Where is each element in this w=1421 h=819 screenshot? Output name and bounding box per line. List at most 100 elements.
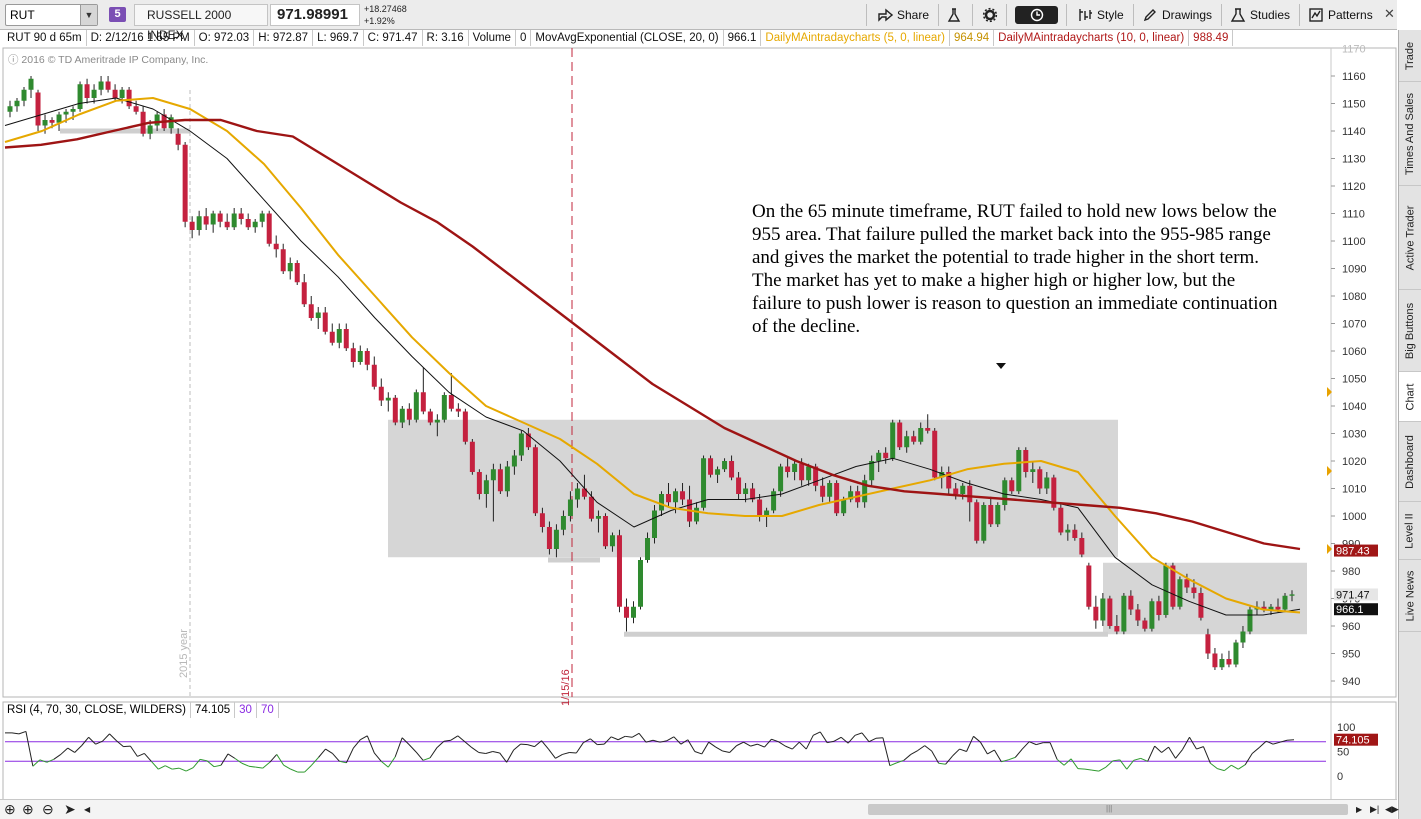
lab-button[interactable] — [946, 4, 962, 26]
scrollbar-grip-icon[interactable]: ||| — [1106, 804, 1113, 813]
price-chart[interactable]: 2015 year 1/15/16 1160 1150 1140 1130 1120 1110… — [0, 30, 1397, 799]
last-price-badge: 971.47 — [1336, 589, 1370, 601]
range-box — [1103, 562, 1307, 635]
candle-body — [371, 364, 377, 387]
candle-body — [77, 84, 83, 109]
price-axis-label: 1100 — [1342, 236, 1366, 248]
candle-body — [841, 499, 847, 514]
rsi-line-segment — [736, 741, 744, 747]
rsi-study-label[interactable]: RSI (4, 70, 30, CLOSE, WILDERS) — [3, 702, 191, 718]
candle-body — [1156, 601, 1162, 615]
close-icon[interactable]: ✕ — [1384, 6, 1395, 21]
zoom-out-icon[interactable]: ⊖ — [42, 801, 54, 817]
candle-body — [1058, 507, 1064, 533]
expand-both-icon[interactable]: ◀▶ — [1385, 804, 1399, 814]
rsi-axis-label: 50 — [1337, 747, 1349, 759]
rsi-line-segment — [311, 757, 319, 766]
symbol-value: RUT — [10, 8, 35, 22]
rsi-line-segment — [178, 767, 187, 772]
rsi-line-segment — [11, 732, 20, 735]
candle-body — [644, 538, 650, 560]
rsi-study-value: 74.105 — [191, 702, 236, 718]
patterns-button[interactable]: Patterns — [1308, 4, 1373, 26]
clock-icon — [1030, 8, 1043, 22]
side-tab-live-news[interactable]: Live News — [1399, 560, 1421, 632]
date-marker-label: 1/15/16 — [560, 669, 572, 706]
time-scrollbar-thumb[interactable] — [868, 804, 1348, 815]
side-tab-times-and-sales[interactable]: Times And Sales — [1399, 82, 1421, 186]
rsi-line-segment — [917, 745, 926, 751]
candle-body — [301, 282, 307, 305]
rsi-line-segment — [1098, 766, 1107, 772]
side-tab-chart[interactable]: Chart — [1399, 372, 1421, 422]
rsi-line-segment — [980, 741, 988, 755]
side-tab-label: Chart — [1404, 383, 1416, 410]
symbol-input[interactable]: RUT ▼ — [5, 4, 98, 26]
rsi-line-segment — [1105, 760, 1114, 768]
expand-right-icon[interactable]: ▶| — [1370, 804, 1380, 814]
candle-body — [343, 329, 349, 349]
rsi-line-segment — [339, 760, 347, 764]
studies-label: Studies — [1250, 8, 1291, 22]
rsi-line-segment — [513, 743, 521, 751]
settings-button[interactable] — [982, 4, 998, 26]
candle-body — [294, 263, 300, 283]
rsi-line-segment — [589, 738, 598, 746]
studies-button[interactable]: Studies — [1230, 4, 1290, 26]
ma5-study-label[interactable]: DailyMAintradaycharts (5, 0, linear) — [761, 30, 950, 46]
rsi-line-segment — [541, 740, 549, 750]
candle-body — [427, 411, 433, 423]
candle-body — [1240, 631, 1246, 643]
rsi-line-segment — [360, 735, 368, 741]
side-tab-level-ii[interactable]: Level II — [1399, 502, 1421, 560]
daily-ma-10-line — [4, 118, 1301, 551]
time-frame-button[interactable] — [1015, 6, 1058, 24]
rsi-line-segment — [910, 750, 918, 755]
candle-body — [1023, 450, 1029, 472]
side-tab-active-trader[interactable]: Active Trader — [1399, 186, 1421, 290]
rsi-line-segment — [325, 748, 333, 754]
rsi-line-segment — [840, 736, 849, 744]
candle-body — [14, 100, 20, 107]
rsi-line-segment — [88, 736, 96, 745]
rsi-line-segment — [1126, 760, 1135, 770]
rsi-line-segment — [464, 741, 473, 748]
drawings-button[interactable]: Drawings — [1142, 4, 1212, 26]
zoom-in-icon[interactable]: ⊕ — [22, 801, 34, 817]
annotation-pointer-icon — [996, 363, 1006, 369]
instrument-name: RUSSELL 2000 INDEX — [134, 4, 268, 42]
candle-body — [147, 125, 153, 134]
axis-marker-icon — [1327, 466, 1332, 476]
candle-body — [406, 408, 412, 420]
symbol-dropdown-icon[interactable]: ▼ — [80, 5, 97, 25]
chart-annotation-text[interactable]: On the 65 minute timeframe, RUT failed t… — [752, 201, 1278, 337]
rsi-line-segment — [827, 740, 835, 744]
candle-body — [42, 120, 48, 126]
crosshair-icon[interactable]: ⊕ — [4, 801, 16, 817]
candle-body — [827, 483, 833, 497]
rsi-line-segment — [680, 739, 689, 745]
copyright-notice: ⓘ 2016 © TD Ameritrade IP Company, Inc. — [8, 54, 209, 66]
candle-body — [995, 505, 1001, 525]
ema-price-badge: 966.1 — [1336, 604, 1364, 616]
side-tab-big-buttons[interactable]: Big Buttons — [1399, 290, 1421, 372]
ema-study-label[interactable]: MovAvgExponential (CLOSE, 20, 0) — [531, 30, 724, 46]
cursor-icon[interactable]: ➤ — [64, 801, 76, 817]
candle-body — [336, 329, 342, 343]
style-button[interactable]: Style — [1077, 4, 1124, 26]
share-button[interactable]: Share — [877, 4, 929, 26]
rsi-line-segment — [1119, 759, 1128, 770]
side-tab-label: Dashboard — [1404, 434, 1417, 489]
symbol-link-button[interactable]: 5 — [109, 7, 126, 22]
side-tab-trade[interactable]: Trade — [1399, 30, 1421, 82]
scroll-left-icon[interactable]: ◀ — [84, 805, 91, 814]
ma10-study-label[interactable]: DailyMAintradaycharts (10, 0, linear) — [994, 30, 1190, 46]
ema-price-badge-bg — [1334, 603, 1378, 616]
rsi-line-segment — [1008, 756, 1016, 761]
rsi-line-segment — [387, 756, 396, 768]
rsi-line-segment — [1056, 758, 1065, 766]
rsi-line-segment — [1272, 741, 1281, 745]
scroll-right-icon[interactable]: ▶ — [1356, 805, 1363, 814]
side-tab-dashboard[interactable]: Dashboard — [1399, 422, 1421, 502]
candle-body — [154, 114, 160, 126]
